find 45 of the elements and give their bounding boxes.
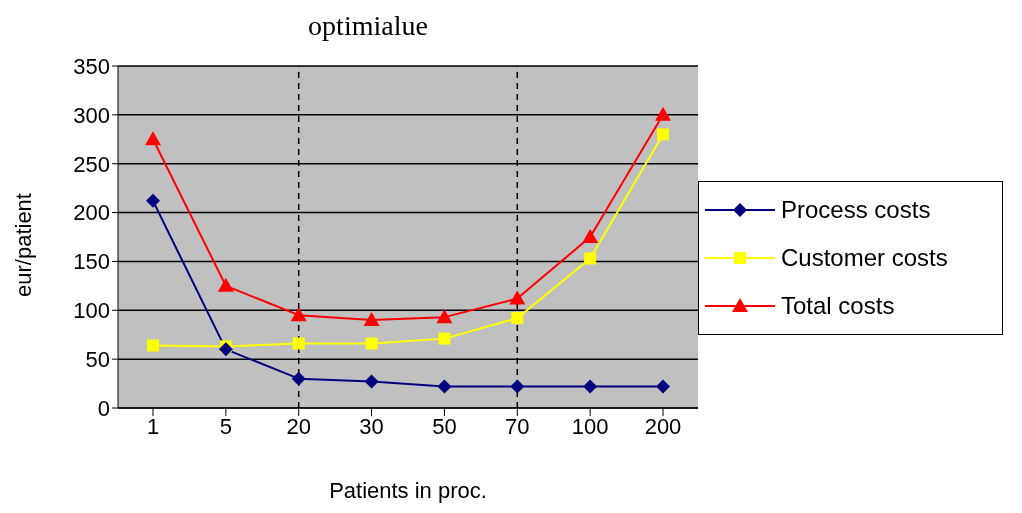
point — [365, 337, 378, 350]
point — [147, 339, 159, 352]
point — [146, 193, 160, 208]
y-tick-label: 100 — [73, 298, 110, 324]
legend-label: Total costs — [781, 292, 895, 320]
point — [290, 307, 307, 322]
y-tick-label: 300 — [73, 102, 110, 128]
x-axis-title: Patients in proc. — [329, 478, 487, 503]
point — [291, 371, 306, 386]
point — [436, 309, 453, 324]
y-tick-label: 200 — [73, 200, 110, 226]
point — [509, 290, 526, 305]
point — [655, 106, 671, 121]
y-tick-label: 250 — [73, 151, 110, 177]
y-tick-label: 350 — [73, 53, 110, 79]
point — [217, 277, 234, 292]
x-tick-label: 50 — [432, 413, 457, 439]
point — [511, 312, 524, 325]
x-tick-label: 5 — [219, 413, 232, 439]
legend-label: Process costs — [781, 196, 931, 224]
x-tick-label: 30 — [359, 413, 384, 439]
x-tick-label: 100 — [571, 413, 609, 439]
point — [145, 131, 161, 146]
point — [438, 332, 451, 345]
point — [584, 252, 597, 265]
text: optimialue — [307, 10, 429, 42]
y-tick-label: 50 — [85, 346, 110, 372]
point — [437, 379, 452, 394]
point — [583, 379, 598, 394]
point — [657, 128, 669, 141]
point — [510, 379, 525, 394]
point — [364, 374, 379, 389]
x-tick-label: 200 — [644, 413, 682, 439]
point — [292, 337, 305, 350]
x-tick-label: 70 — [505, 413, 530, 439]
point — [218, 342, 233, 357]
point — [656, 379, 670, 394]
point — [363, 312, 380, 327]
point — [582, 229, 599, 243]
y-tick-label: 0 — [97, 395, 110, 421]
y-axis-title: eur/patient — [10, 193, 36, 297]
x-tick-label: 1 — [146, 413, 160, 439]
legend-label: Customer costs — [781, 244, 948, 272]
x-tick-label: 20 — [286, 413, 311, 439]
y-tick-label: 150 — [73, 249, 110, 275]
